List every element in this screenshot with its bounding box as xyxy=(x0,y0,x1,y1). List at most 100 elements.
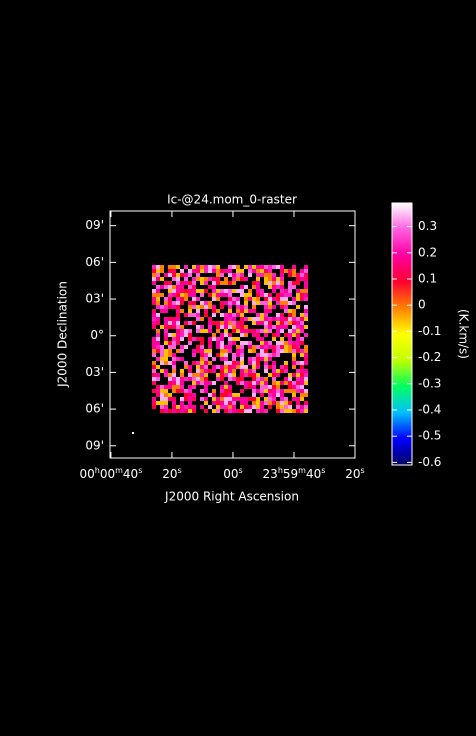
raster-pixel xyxy=(192,301,196,305)
raster-pixel xyxy=(264,273,268,277)
raster-pixel xyxy=(184,333,188,337)
raster-pixel xyxy=(188,405,192,409)
raster-pixel xyxy=(180,333,184,337)
raster-pixel xyxy=(284,409,288,413)
raster-pixel xyxy=(168,289,172,293)
raster-pixel xyxy=(272,297,276,301)
raster-pixel xyxy=(180,309,184,313)
raster-pixel xyxy=(216,289,220,293)
raster-pixel xyxy=(228,313,232,317)
raster-pixel xyxy=(188,321,192,325)
raster-pixel xyxy=(300,297,304,301)
raster-pixel xyxy=(156,329,160,333)
raster-pixel xyxy=(168,281,172,285)
raster-pixel xyxy=(200,269,204,273)
raster-pixel xyxy=(276,381,280,385)
raster-pixel xyxy=(156,337,160,341)
raster-pixel xyxy=(172,265,176,269)
raster-pixel xyxy=(228,273,232,277)
raster-pixel xyxy=(160,325,164,329)
raster-pixel xyxy=(288,373,292,377)
raster-pixel xyxy=(276,409,280,413)
raster-pixel xyxy=(284,381,288,385)
raster-pixel xyxy=(152,269,156,273)
raster-pixel xyxy=(240,409,244,413)
raster-pixel xyxy=(272,397,276,401)
colorbar xyxy=(391,202,413,466)
raster-pixel xyxy=(268,317,272,321)
raster-pixel xyxy=(304,345,308,349)
raster-pixel xyxy=(276,321,280,325)
raster-pixel xyxy=(152,369,156,373)
raster-pixel xyxy=(200,301,204,305)
raster-pixel xyxy=(212,309,216,313)
raster-pixel xyxy=(188,377,192,381)
raster-pixel xyxy=(204,409,208,413)
raster-pixel xyxy=(224,385,228,389)
raster-pixel xyxy=(216,265,220,269)
raster-pixel xyxy=(260,317,264,321)
raster-pixel xyxy=(288,405,292,409)
raster-pixel xyxy=(168,349,172,353)
raster-pixel xyxy=(304,409,308,413)
raster-pixel xyxy=(172,409,176,413)
raster-pixel xyxy=(304,377,308,381)
raster-pixel xyxy=(292,269,296,273)
raster-pixel xyxy=(300,269,304,273)
raster-pixel xyxy=(276,401,280,405)
raster-pixel xyxy=(212,277,216,281)
raster-pixel xyxy=(196,345,200,349)
raster-pixel xyxy=(264,389,268,393)
raster-pixel xyxy=(216,269,220,273)
raster-pixel xyxy=(304,309,308,313)
x-tick-label-part: s xyxy=(361,466,365,475)
raster-pixel xyxy=(152,337,156,341)
raster-pixel xyxy=(168,393,172,397)
raster-pixel xyxy=(160,305,164,309)
raster-pixel xyxy=(284,361,288,365)
raster-pixel xyxy=(240,317,244,321)
raster-pixel xyxy=(260,405,264,409)
raster-pixel xyxy=(236,297,240,301)
raster-pixel xyxy=(252,393,256,397)
raster-pixel xyxy=(196,325,200,329)
raster-pixel xyxy=(164,333,168,337)
raster-pixel xyxy=(200,397,204,401)
raster-pixel xyxy=(264,365,268,369)
raster-pixel xyxy=(220,405,224,409)
raster-pixel xyxy=(252,309,256,313)
raster-pixel xyxy=(292,349,296,353)
raster-pixel xyxy=(184,289,188,293)
x-tick-label-part: m xyxy=(298,466,306,475)
raster-pixel xyxy=(292,281,296,285)
raster-pixel xyxy=(164,385,168,389)
raster-pixel xyxy=(184,397,188,401)
raster-pixel xyxy=(272,385,276,389)
raster-pixel xyxy=(220,313,224,317)
raster-pixel xyxy=(200,305,204,309)
raster-pixel xyxy=(180,357,184,361)
raster-pixel xyxy=(252,281,256,285)
raster-pixel xyxy=(260,269,264,273)
raster-pixel xyxy=(204,361,208,365)
raster-pixel xyxy=(192,353,196,357)
raster-pixel xyxy=(272,401,276,405)
raster-pixel xyxy=(212,357,216,361)
raster-pixel xyxy=(204,301,208,305)
raster-pixel xyxy=(256,269,260,273)
raster-pixel xyxy=(252,397,256,401)
y-axis-label: J2000 Declination xyxy=(56,281,70,388)
raster-pixel xyxy=(264,361,268,365)
raster-pixel xyxy=(220,353,224,357)
raster-pixel xyxy=(228,341,232,345)
raster-pixel xyxy=(252,381,256,385)
raster-pixel xyxy=(208,277,212,281)
raster-pixel xyxy=(272,361,276,365)
raster-pixel xyxy=(288,341,292,345)
raster-pixel xyxy=(276,265,280,269)
raster-pixel xyxy=(292,409,296,413)
raster-pixel xyxy=(172,353,176,357)
raster-pixel xyxy=(240,405,244,409)
raster-pixel xyxy=(232,281,236,285)
raster-pixel xyxy=(240,341,244,345)
